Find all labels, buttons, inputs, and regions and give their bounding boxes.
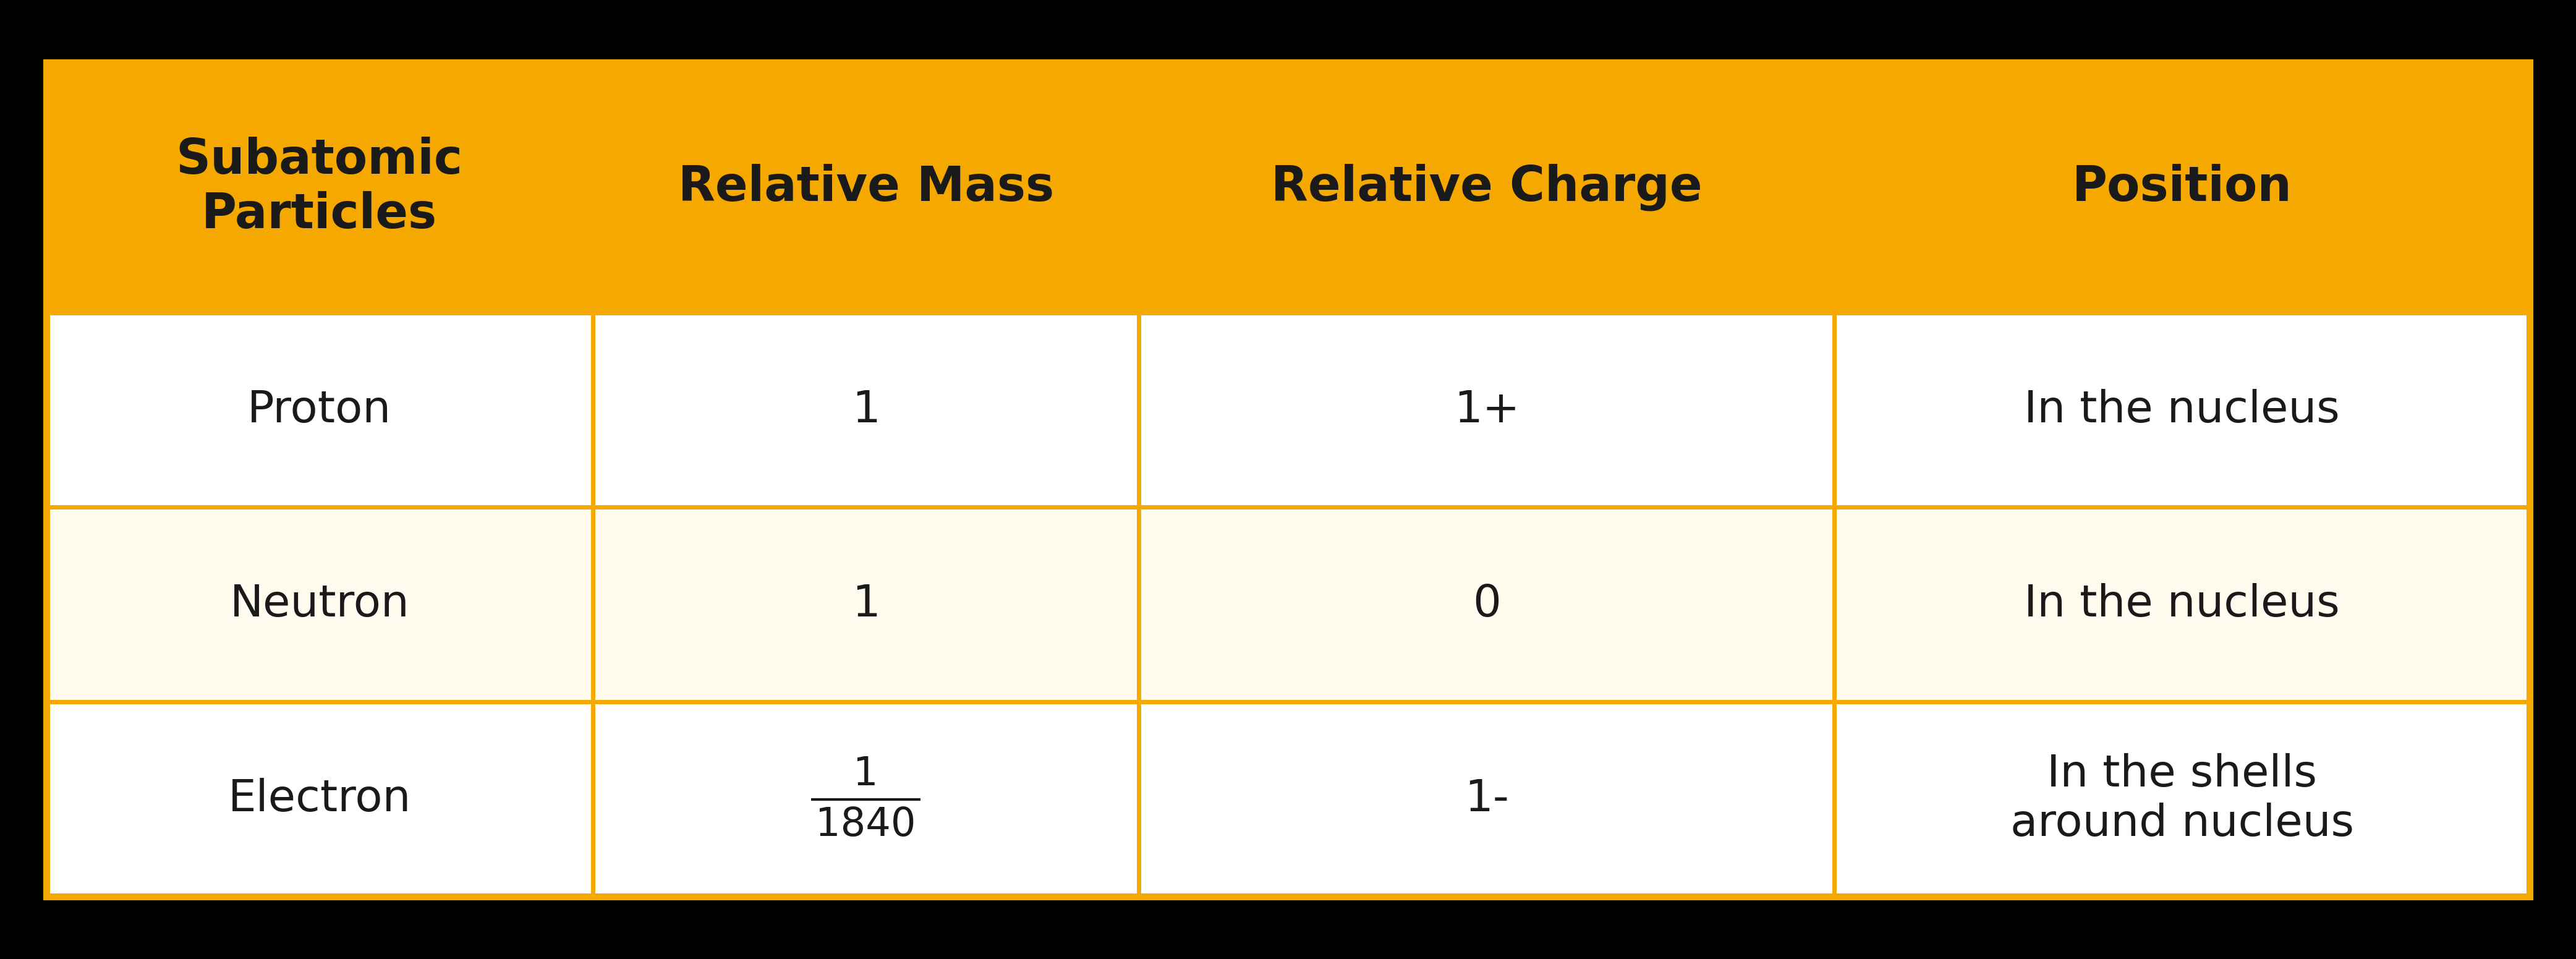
Text: In the nucleus: In the nucleus (2025, 388, 2339, 432)
Text: 1-: 1- (1463, 778, 1510, 821)
Text: 1+: 1+ (1453, 388, 1520, 432)
Bar (1139, 62, 1834, 313)
Bar (46, 702, 592, 897)
Bar (1139, 313, 1834, 507)
Text: Position: Position (2071, 164, 2293, 211)
Bar (46, 313, 592, 507)
Bar (46, 507, 592, 702)
Bar (1139, 702, 1834, 897)
Text: Subatomic
Particles: Subatomic Particles (175, 137, 464, 238)
Text: Neutron: Neutron (229, 583, 410, 626)
Bar (592, 313, 1139, 507)
Bar (1834, 507, 2530, 702)
Bar (1139, 507, 1834, 702)
Text: 1840: 1840 (817, 806, 917, 844)
Text: In the nucleus: In the nucleus (2025, 583, 2339, 626)
Text: Relative Mass: Relative Mass (677, 164, 1054, 211)
Bar (1834, 62, 2530, 313)
Text: Proton: Proton (247, 388, 392, 432)
Bar (1834, 313, 2530, 507)
Bar (46, 62, 592, 313)
Bar (46, 62, 2530, 897)
Text: Relative Charge: Relative Charge (1270, 164, 1703, 211)
Text: 0: 0 (1473, 583, 1502, 626)
Text: Electron: Electron (227, 778, 412, 821)
Bar (1834, 702, 2530, 897)
Text: 1: 1 (853, 583, 881, 626)
Bar (592, 507, 1139, 702)
Bar (592, 62, 1139, 313)
Text: 1: 1 (853, 388, 881, 432)
Bar (592, 702, 1139, 897)
Text: In the shells
around nucleus: In the shells around nucleus (2009, 754, 2354, 845)
Text: 1: 1 (853, 755, 878, 793)
